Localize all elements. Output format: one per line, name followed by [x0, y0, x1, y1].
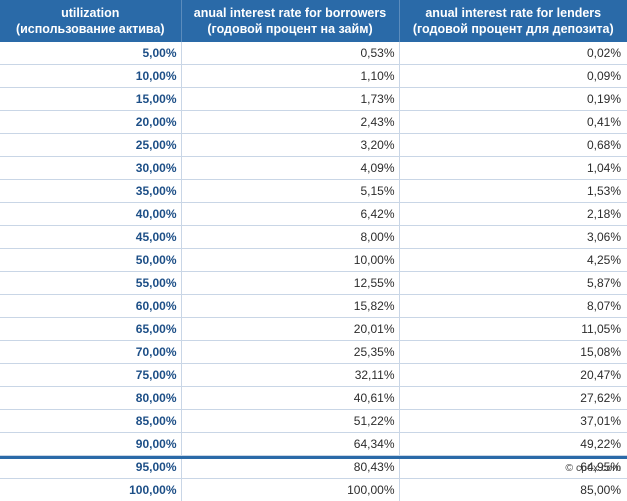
borrower-rate-cell: 1,10% — [181, 65, 399, 88]
table-row: 35,00%5,15%1,53% — [0, 180, 627, 203]
borrower-rate-cell: 4,09% — [181, 157, 399, 180]
borrower-rate-cell: 3,20% — [181, 134, 399, 157]
table-row: 100,00%100,00%85,00% — [0, 479, 627, 501]
utilization-cell: 75,00% — [0, 364, 181, 387]
lender-rate-cell: 37,01% — [399, 410, 627, 433]
utilization-cell: 50,00% — [0, 249, 181, 272]
lender-rate-cell: 0,68% — [399, 134, 627, 157]
borrower-rate-cell: 15,82% — [181, 295, 399, 318]
lender-rate-cell: 0,41% — [399, 111, 627, 134]
table-row: 50,00%10,00%4,25% — [0, 249, 627, 272]
table-row: 75,00%32,11%20,47% — [0, 364, 627, 387]
lender-rate-cell: 1,53% — [399, 180, 627, 203]
lender-rate-cell: 27,62% — [399, 387, 627, 410]
lender-rate-cell: 85,00% — [399, 479, 627, 501]
utilization-cell: 65,00% — [0, 318, 181, 341]
utilization-cell: 25,00% — [0, 134, 181, 157]
header-borrowers-rate: anual interest rate for borrowers (годов… — [181, 0, 399, 42]
utilization-cell: 80,00% — [0, 387, 181, 410]
lender-rate-cell: 2,18% — [399, 203, 627, 226]
utilization-cell: 70,00% — [0, 341, 181, 364]
borrower-rate-cell: 2,43% — [181, 111, 399, 134]
utilization-cell: 30,00% — [0, 157, 181, 180]
table-row: 70,00%25,35%15,08% — [0, 341, 627, 364]
borrower-rate-cell: 64,34% — [181, 433, 399, 456]
table-row: 25,00%3,20%0,68% — [0, 134, 627, 157]
utilization-cell: 60,00% — [0, 295, 181, 318]
table-row: 5,00%0,53%0,02% — [0, 42, 627, 65]
borrower-rate-cell: 8,00% — [181, 226, 399, 249]
table-row: 30,00%4,09%1,04% — [0, 157, 627, 180]
header-utilization-line1: utilization — [2, 5, 179, 21]
utilization-cell: 20,00% — [0, 111, 181, 134]
lender-rate-cell: 15,08% — [399, 341, 627, 364]
lender-rate-cell: 0,19% — [399, 88, 627, 111]
utilization-cell: 10,00% — [0, 65, 181, 88]
utilization-cell: 15,00% — [0, 88, 181, 111]
table-row: 65,00%20,01%11,05% — [0, 318, 627, 341]
header-borrowers-line1: anual interest rate for borrowers — [184, 5, 397, 21]
table-row: 40,00%6,42%2,18% — [0, 203, 627, 226]
utilization-cell: 85,00% — [0, 410, 181, 433]
header-row: utilization (использование актива) anual… — [0, 0, 627, 42]
borrower-rate-cell: 25,35% — [181, 341, 399, 364]
table-row: 90,00%64,34%49,22% — [0, 433, 627, 456]
borrower-rate-cell: 40,61% — [181, 387, 399, 410]
header-borrowers-line2: (годовой процент на займ) — [184, 21, 397, 37]
lender-rate-cell: 20,47% — [399, 364, 627, 387]
utilization-cell: 90,00% — [0, 433, 181, 456]
table-row: 85,00%51,22%37,01% — [0, 410, 627, 433]
header-lenders-line2: (годовой процент для депозита) — [402, 21, 626, 37]
lender-rate-cell: 4,25% — [399, 249, 627, 272]
borrower-rate-cell: 100,00% — [181, 479, 399, 501]
table-row: 60,00%15,82%8,07% — [0, 295, 627, 318]
borrower-rate-cell: 51,22% — [181, 410, 399, 433]
borrower-rate-cell: 0,53% — [181, 42, 399, 65]
credit-text: © cp0x.com — [565, 462, 621, 474]
lender-rate-cell: 0,09% — [399, 65, 627, 88]
utilization-cell: 55,00% — [0, 272, 181, 295]
lender-rate-cell: 49,22% — [399, 433, 627, 456]
borrower-rate-cell: 12,55% — [181, 272, 399, 295]
utilization-cell: 100,00% — [0, 479, 181, 501]
borrower-rate-cell: 6,42% — [181, 203, 399, 226]
table-header: utilization (использование актива) anual… — [0, 0, 627, 42]
table-row: 10,00%1,10%0,09% — [0, 65, 627, 88]
borrower-rate-cell: 20,01% — [181, 318, 399, 341]
lender-rate-cell: 0,02% — [399, 42, 627, 65]
utilization-cell: 40,00% — [0, 203, 181, 226]
table-row: 20,00%2,43%0,41% — [0, 111, 627, 134]
borrower-rate-cell: 5,15% — [181, 180, 399, 203]
utilization-cell: 5,00% — [0, 42, 181, 65]
table-row: 80,00%40,61%27,62% — [0, 387, 627, 410]
header-lenders-line1: anual interest rate for lenders — [402, 5, 626, 21]
bottom-rule — [0, 456, 627, 459]
header-utilization: utilization (использование актива) — [0, 0, 181, 42]
header-utilization-line2: (использование актива) — [2, 21, 179, 37]
lender-rate-cell: 3,06% — [399, 226, 627, 249]
borrower-rate-cell: 1,73% — [181, 88, 399, 111]
utilization-cell: 45,00% — [0, 226, 181, 249]
lender-rate-cell: 1,04% — [399, 157, 627, 180]
borrower-rate-cell: 10,00% — [181, 249, 399, 272]
utilization-cell: 35,00% — [0, 180, 181, 203]
borrower-rate-cell: 32,11% — [181, 364, 399, 387]
lender-rate-cell: 8,07% — [399, 295, 627, 318]
header-lenders-rate: anual interest rate for lenders (годовой… — [399, 0, 627, 42]
table-row: 55,00%12,55%5,87% — [0, 272, 627, 295]
table-row: 15,00%1,73%0,19% — [0, 88, 627, 111]
lender-rate-cell: 11,05% — [399, 318, 627, 341]
table-row: 45,00%8,00%3,06% — [0, 226, 627, 249]
lender-rate-cell: 5,87% — [399, 272, 627, 295]
rates-table-frame: utilization (использование актива) anual… — [0, 0, 627, 478]
table-body: 5,00%0,53%0,02%10,00%1,10%0,09%15,00%1,7… — [0, 42, 627, 501]
